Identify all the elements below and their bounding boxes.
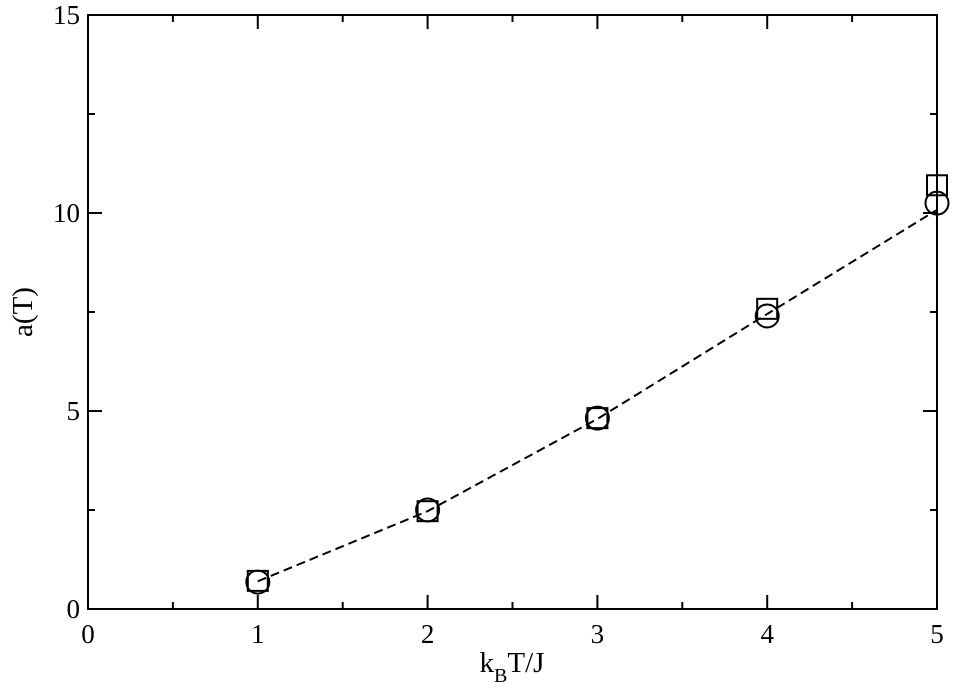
plot-frame — [87, 14, 938, 610]
x-label-part: T/J — [507, 647, 544, 679]
y-tick-label: 10 — [53, 198, 80, 228]
x-tick-label: 1 — [251, 619, 265, 649]
x-tick-label: 3 — [591, 619, 605, 649]
square-marker — [926, 174, 948, 197]
series-line — [257, 208, 938, 583]
y-tick-label: 5 — [67, 396, 81, 426]
y-axis-label: a(T) — [7, 287, 39, 337]
x-label-subscript: B — [494, 665, 507, 687]
square-marker — [756, 297, 779, 320]
square-marker — [586, 407, 609, 430]
circle-marker — [245, 569, 271, 595]
x-tick-label: 5 — [930, 619, 944, 649]
circle-marker — [924, 190, 950, 216]
circle-marker — [584, 405, 610, 431]
x-axis-label: kBT/J — [480, 647, 545, 687]
x-label-part: k — [480, 647, 495, 679]
x-tick-label: 0 — [81, 619, 95, 649]
x-tick-label: 2 — [421, 619, 435, 649]
circle-marker — [415, 497, 441, 523]
circle-marker — [754, 303, 780, 329]
y-tick-label: 15 — [53, 0, 80, 30]
y-tick-label: 0 — [67, 594, 81, 624]
x-tick-label: 4 — [760, 619, 774, 649]
